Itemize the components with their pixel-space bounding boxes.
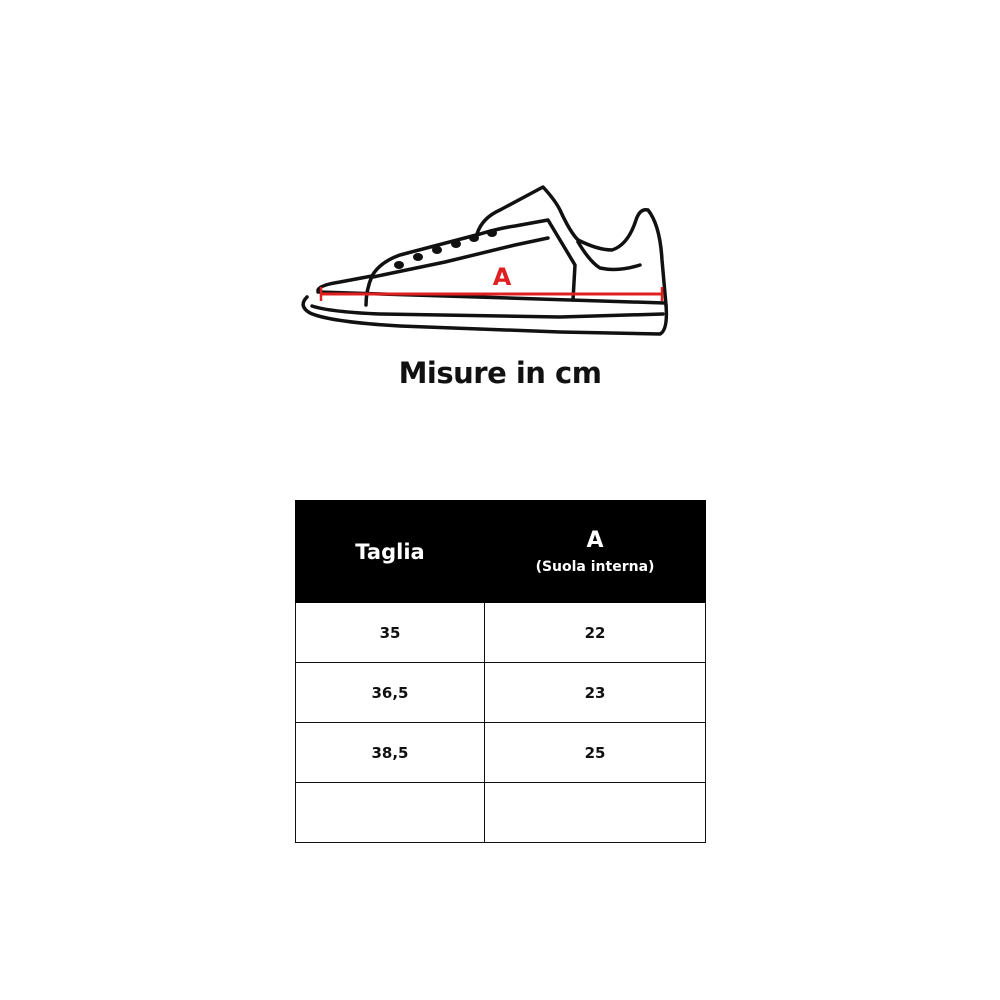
table-row: 38,5 25 bbox=[295, 722, 706, 783]
table-row bbox=[295, 782, 706, 843]
cell-a bbox=[484, 782, 706, 843]
page-title: Misure in cm bbox=[398, 356, 602, 390]
cell-a: 25 bbox=[484, 722, 706, 783]
table-row: 35 22 bbox=[295, 602, 706, 663]
table-header-row: Taglia A (Suola interna) bbox=[295, 500, 706, 603]
header-a-sublabel: (Suola interna) bbox=[535, 559, 655, 575]
cell-size bbox=[295, 782, 485, 843]
cell-size: 38,5 bbox=[295, 722, 485, 783]
cell-a: 22 bbox=[484, 602, 706, 663]
shoe-illustration: A bbox=[301, 185, 669, 336]
table-row: 36,5 23 bbox=[295, 662, 706, 723]
cell-size: 35 bbox=[295, 602, 485, 663]
header-a: A (Suola interna) bbox=[484, 500, 706, 603]
cell-size: 36,5 bbox=[295, 662, 485, 723]
size-table: Taglia A (Suola interna) 35 22 36,5 23 38,… bbox=[295, 500, 706, 843]
header-size: Taglia bbox=[295, 500, 485, 603]
lace-holes bbox=[394, 229, 497, 269]
measure-line bbox=[319, 287, 664, 301]
cell-a: 23 bbox=[484, 662, 706, 723]
measure-label: A bbox=[493, 263, 512, 291]
header-a-label: A bbox=[586, 528, 604, 553]
